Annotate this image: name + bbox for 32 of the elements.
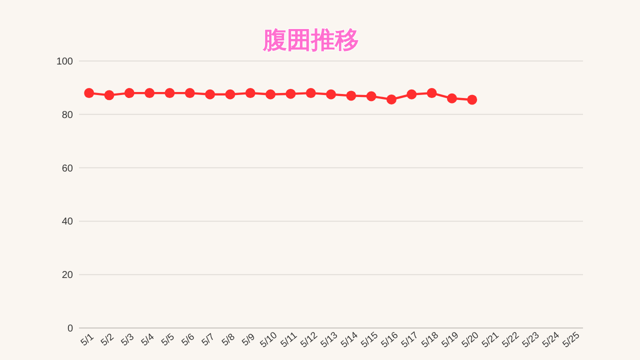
- x-tick-label: 5/16: [379, 330, 400, 350]
- x-tick-label: 5/1: [78, 332, 96, 349]
- x-tick-label: 5/25: [560, 330, 582, 350]
- x-tick-label: 5/21: [480, 330, 502, 350]
- y-tick-label: 80: [62, 110, 74, 121]
- x-tick-label: 5/3: [119, 332, 136, 349]
- x-tick-label: 5/19: [440, 330, 461, 350]
- y-tick-label: 100: [56, 56, 74, 68]
- x-tick-label: 5/18: [420, 330, 441, 350]
- y-tick-label: 20: [62, 270, 74, 282]
- x-tick-label: 5/6: [180, 332, 197, 349]
- x-tick-label: 5/22: [500, 330, 522, 350]
- x-tick-label: 5/15: [359, 330, 380, 350]
- x-tick-label: 5/11: [278, 330, 300, 350]
- x-tick-label: 5/4: [139, 332, 157, 349]
- x-tick-label: 5/8: [220, 332, 238, 349]
- x-tick-label: 5/12: [298, 330, 320, 350]
- x-tick-label: 5/2: [99, 332, 116, 349]
- x-tick-label: 5/7: [200, 332, 218, 349]
- chart-title: 腹囲推移: [262, 26, 359, 54]
- y-tick-label: 60: [62, 163, 74, 174]
- x-tick-label: 5/23: [520, 330, 542, 350]
- x-tick-label: 5/9: [240, 332, 258, 349]
- x-tick-label: 5/17: [399, 330, 421, 350]
- x-tick-label: 5/14: [338, 330, 360, 350]
- x-tick-label: 5/20: [460, 330, 482, 350]
- y-tick-label: 40: [62, 216, 74, 228]
- x-tick-label: 5/10: [258, 330, 280, 350]
- x-tick-label: 5/13: [318, 330, 340, 350]
- x-tick-label: 5/5: [160, 332, 177, 349]
- y-tick-label: 0: [67, 324, 74, 334]
- x-tick-label: 5/24: [540, 330, 562, 350]
